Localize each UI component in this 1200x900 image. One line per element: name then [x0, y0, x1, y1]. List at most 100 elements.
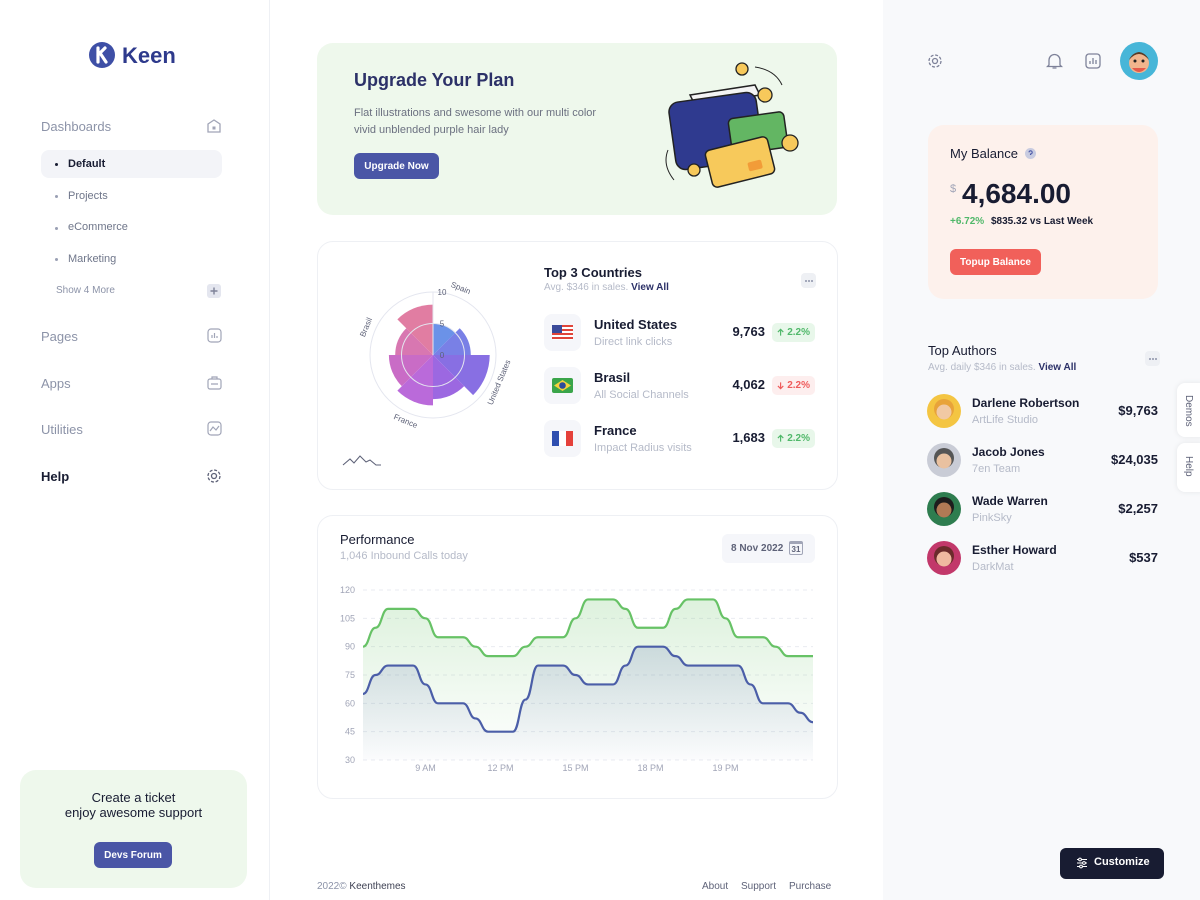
currency: $	[950, 183, 957, 195]
stats-button[interactable]	[1085, 53, 1101, 69]
author-company: PinkSky	[972, 512, 1012, 524]
help-tab[interactable]	[1177, 443, 1200, 492]
performance-chart: 30 45 60 75 90 105 120 9 AM 12 PM 15 PM 18 PM 19 PM	[340, 585, 814, 773]
ticket-title: Create a ticket	[91, 790, 176, 805]
avatar-face	[936, 404, 952, 420]
nav-icon	[207, 119, 221, 133]
user-avatar[interactable]	[1120, 42, 1158, 80]
settings-icon	[207, 469, 221, 483]
footer-link[interactable]: Purchase	[789, 881, 832, 892]
x-tick-label: 12 PM	[487, 763, 513, 773]
nav-item[interactable]: Default	[68, 158, 106, 170]
date: 8 Nov 2022	[731, 543, 784, 554]
bullet	[55, 227, 58, 230]
change-badge: 2.2%	[772, 376, 815, 395]
demos-label[interactable]: Demos	[1183, 395, 1194, 427]
show-more[interactable]: Show 4 More	[56, 285, 115, 296]
x-tick-label: 19 PM	[712, 763, 738, 773]
nav-section[interactable]: Apps	[41, 376, 71, 391]
logo-icon	[89, 42, 115, 68]
view-all-link[interactable]: View All	[631, 282, 669, 293]
authors-subtitle: Avg. daily $346 in sales.	[928, 362, 1036, 373]
polar-tick-label: 10	[438, 288, 447, 297]
calendar-icon: 31	[789, 541, 803, 555]
author-company: ArtLife Studio	[972, 414, 1039, 426]
balance-change: +6.72%	[950, 216, 985, 227]
ticket-subtitle: enjoy awesome support	[64, 805, 203, 820]
y-tick-label: 90	[345, 642, 355, 652]
sidebar	[0, 0, 270, 900]
footer-year: 2022©	[317, 881, 347, 892]
flag-box	[544, 367, 581, 404]
avatar-face	[936, 453, 952, 469]
demos-tab[interactable]	[1177, 383, 1200, 437]
upgrade-text: vivid unblended purple hair lady	[354, 124, 509, 136]
wallet-illustration	[665, 62, 799, 188]
country-value: 9,763	[732, 324, 765, 339]
nav-item[interactable]: Marketing	[68, 253, 117, 265]
polar-sector	[433, 355, 490, 396]
country-value: 1,683	[732, 430, 765, 445]
upgrade-text: Flat illustrations and swesome with our …	[354, 107, 597, 119]
y-tick-label: 60	[345, 698, 355, 708]
arrow	[777, 328, 784, 336]
x-tick-label: 9 AM	[415, 763, 436, 773]
countries-subtitle: Avg. $346 in sales.	[544, 282, 629, 293]
avatar-face	[936, 502, 952, 518]
brand[interactable]: Keen	[122, 43, 176, 68]
view-all-link[interactable]: View All	[1038, 362, 1077, 373]
polar-category-label: Brasil	[358, 316, 374, 338]
polar-grid-circle	[369, 291, 497, 419]
countries-subtitle-line: Avg. $346 in sales. View All	[544, 283, 669, 293]
nav-item[interactable]: Projects	[68, 190, 108, 202]
area	[363, 646, 813, 760]
change-value: 2.2%	[787, 327, 810, 338]
nav-icon	[207, 376, 222, 390]
polar-tick-label: 5	[440, 320, 445, 329]
y-tick-label: 105	[340, 613, 355, 623]
settings-button[interactable]	[927, 53, 943, 69]
active-nav-item[interactable]	[41, 150, 222, 178]
customize-label[interactable]: Customize	[1094, 856, 1150, 868]
author-company: DarkMat	[972, 561, 1014, 573]
country-name: Brasil	[594, 370, 631, 385]
help-icon[interactable]	[1025, 148, 1036, 159]
change-value: 2.2%	[787, 380, 810, 391]
nav-section[interactable]: Pages	[41, 329, 78, 344]
performance-title: Performance	[340, 532, 415, 547]
nav-section[interactable]: Help	[41, 469, 70, 484]
date-picker[interactable]	[722, 534, 815, 563]
notifications-button[interactable]	[1046, 52, 1063, 70]
countries-title: Top 3 Countries	[544, 265, 642, 280]
author-name: Wade Warren	[972, 494, 1048, 508]
authors-subtitle-line: Avg. daily $346 in sales. View All	[928, 363, 1076, 373]
flag-us	[552, 325, 573, 340]
change-value: 2.2%	[787, 433, 810, 444]
devs-forum-button[interactable]: Devs Forum	[94, 842, 172, 868]
author-amount: $2,257	[1118, 501, 1158, 516]
menu-button[interactable]	[1145, 351, 1160, 366]
topup-button[interactable]: Topup Balance	[950, 249, 1041, 275]
x-tick-label: 18 PM	[637, 763, 663, 773]
footer-link[interactable]: Support	[741, 881, 777, 892]
nav-section[interactable]: Dashboards	[41, 119, 112, 134]
plus-icon	[207, 284, 221, 298]
nav-section[interactable]: Utilities	[41, 422, 83, 437]
flag-fr	[552, 431, 573, 446]
ticket-card	[20, 770, 247, 888]
nav-item[interactable]: eCommerce	[68, 221, 128, 233]
footer-link[interactable]: About	[702, 881, 729, 892]
nav-icon	[207, 421, 222, 436]
arrow	[777, 382, 784, 390]
country-source: All Social Channels	[594, 389, 689, 401]
footer-company[interactable]: Keenthemes	[349, 881, 406, 892]
arrow	[777, 434, 784, 442]
upgrade-button[interactable]: Upgrade Now	[354, 153, 439, 179]
country-name: United States	[594, 317, 678, 332]
country-source: Impact Radius visits	[594, 442, 692, 454]
help-label[interactable]: Help	[1183, 456, 1194, 477]
menu-button[interactable]	[801, 273, 816, 288]
